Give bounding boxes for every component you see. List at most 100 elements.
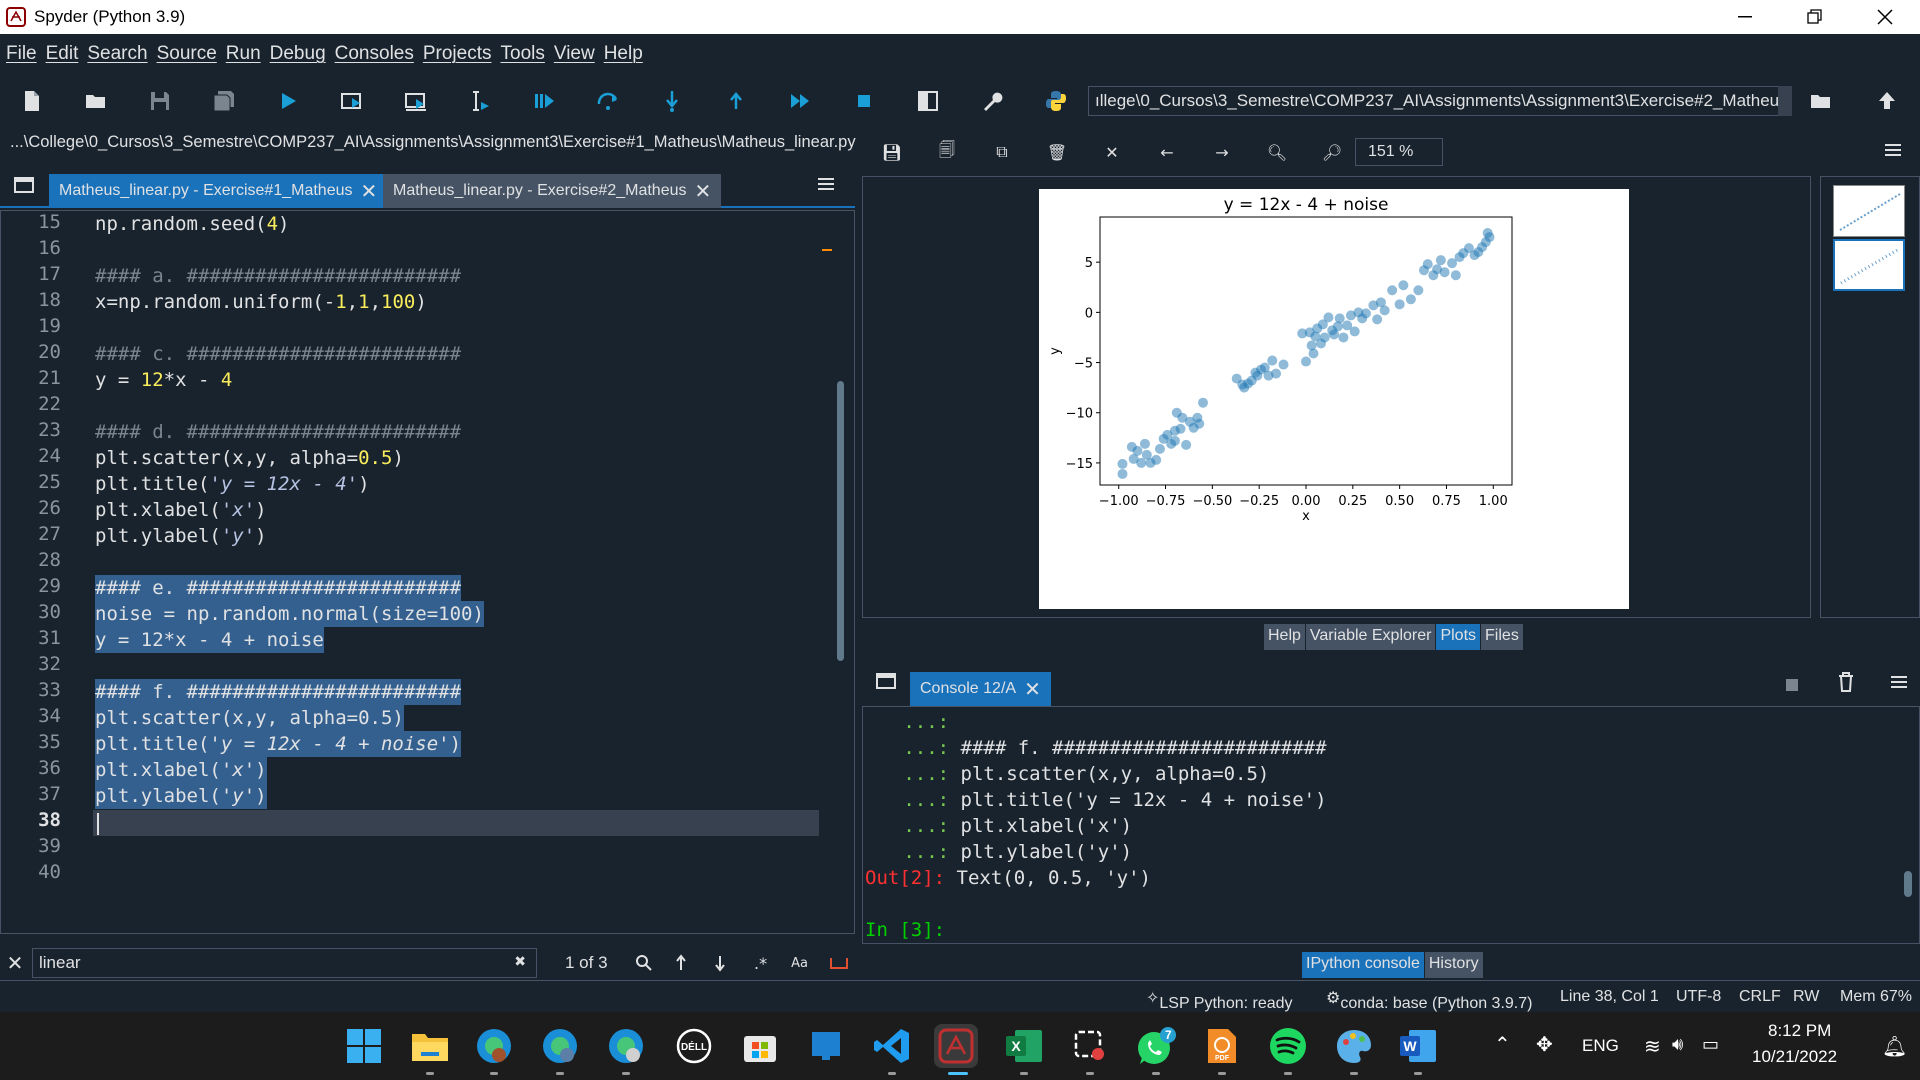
browse-tabs-icon[interactable] xyxy=(14,176,34,198)
volume-icon[interactable]: 🔊︎ xyxy=(1672,1034,1684,1054)
tab-matheus-linear-ex2[interactable]: Matheus_linear.py - Exercise#2_Matheus ✕ xyxy=(383,174,722,208)
find-input[interactable]: linear ✖ xyxy=(32,948,537,978)
tab-help[interactable]: Help xyxy=(1264,624,1305,650)
tab-history[interactable]: History xyxy=(1424,952,1483,978)
case-sensitive-toggle[interactable]: Aa xyxy=(791,955,808,971)
plot-thumbnail-1[interactable] xyxy=(1833,185,1905,237)
menu-edit[interactable]: Edit xyxy=(45,43,79,64)
close-tab-icon[interactable]: ✕ xyxy=(360,180,378,203)
menu-tools[interactable]: Tools xyxy=(500,43,545,64)
paint-icon[interactable] xyxy=(1332,1024,1376,1068)
editor-scrollbar[interactable] xyxy=(822,221,845,926)
menu-run[interactable]: Run xyxy=(225,43,261,64)
tab-ipython-console[interactable]: IPython console xyxy=(1302,952,1424,978)
scrollbar-thumb[interactable] xyxy=(837,381,844,661)
menu-source[interactable]: Source xyxy=(156,43,217,64)
edge-profile-3-icon[interactable] xyxy=(604,1024,648,1068)
clock-date[interactable]: 10/21/2022 xyxy=(1752,1047,1838,1066)
console-options-menu-icon[interactable] xyxy=(1890,674,1908,693)
scrollbar-thumb[interactable] xyxy=(1904,871,1912,897)
start-button[interactable] xyxy=(342,1024,386,1068)
show-hidden-icons-chevron-icon[interactable]: ⌃ xyxy=(1494,1034,1511,1056)
copy-plot-icon[interactable]: ⧉ xyxy=(996,142,1008,161)
clock-time[interactable]: 8:12 PM xyxy=(1768,1021,1832,1040)
menu-search[interactable]: Search xyxy=(87,43,148,64)
browse-folder-icon[interactable] xyxy=(1806,86,1836,116)
menu-view[interactable]: View xyxy=(553,43,595,64)
console-input-line[interactable]: In [3]: xyxy=(865,917,945,943)
pdf-app-icon[interactable]: PDF xyxy=(1200,1024,1244,1068)
menu-projects[interactable]: Projects xyxy=(422,43,492,64)
code-editor[interactable]: 15 16 17 18 19 20 21 22 23 24 25 26 27 28 29 30 31 32 33 34… xyxy=(0,210,855,934)
plots-options-menu-icon[interactable] xyxy=(1884,142,1902,161)
save-plot-icon[interactable]: 💾︎ xyxy=(881,142,903,162)
maximize-pane-icon[interactable] xyxy=(913,86,943,116)
dell-app-icon[interactable]: DÉLL xyxy=(672,1024,716,1068)
notifications-bell-icon[interactable]: 🔔︎ xyxy=(1882,1036,1908,1058)
continue-icon[interactable] xyxy=(785,86,815,116)
delete-plot-icon[interactable]: 🗑︎ xyxy=(1046,142,1068,162)
working-directory-dropdown[interactable] xyxy=(1778,86,1792,116)
tab-variable-explorer[interactable]: Variable Explorer xyxy=(1305,624,1436,650)
menu-file[interactable]: File xyxy=(6,43,37,64)
plot-thumbnail-2[interactable] xyxy=(1833,239,1905,291)
edge-profile-2-icon[interactable] xyxy=(538,1024,582,1068)
parent-directory-icon[interactable] xyxy=(1872,86,1902,116)
file-explorer-icon[interactable] xyxy=(408,1024,452,1068)
zoom-in-icon[interactable]: 🔍︎ xyxy=(1266,142,1288,162)
step-over-icon[interactable] xyxy=(593,86,623,116)
regex-icon[interactable]: .* xyxy=(754,953,768,973)
menu-consoles[interactable]: Consoles xyxy=(334,43,414,64)
menu-debug[interactable]: Debug xyxy=(269,43,326,64)
spyder-taskbar-icon[interactable] xyxy=(934,1024,978,1068)
open-file-icon[interactable] xyxy=(81,86,111,116)
remote-desktop-icon[interactable] xyxy=(804,1024,848,1068)
menu-help[interactable]: Help xyxy=(603,43,643,64)
close-tab-icon[interactable]: ✕ xyxy=(694,180,712,203)
run-cell-advance-icon[interactable] xyxy=(401,86,431,116)
edge-profile-1-icon[interactable] xyxy=(472,1024,516,1068)
new-file-icon[interactable] xyxy=(17,86,47,116)
restore-button[interactable] xyxy=(1780,0,1850,34)
search-icon[interactable] xyxy=(631,950,657,976)
tab-files[interactable]: Files xyxy=(1481,624,1523,650)
console-scrollbar[interactable] xyxy=(1903,711,1913,939)
zoom-out-icon[interactable]: 🔎︎ xyxy=(1321,142,1343,162)
close-find-icon[interactable]: ✕ xyxy=(6,951,24,975)
step-return-icon[interactable] xyxy=(721,86,751,116)
debug-icon[interactable] xyxy=(529,86,559,116)
stop-debug-icon[interactable] xyxy=(849,86,879,116)
battery-icon[interactable]: ▭ xyxy=(1702,1034,1720,1054)
editor-options-menu-icon[interactable] xyxy=(816,176,836,196)
code-text[interactable]: np.random.seed(4) #### a. ##############… xyxy=(93,211,821,933)
wifi-icon[interactable]: ≋ xyxy=(1644,1036,1661,1058)
save-icon[interactable] xyxy=(145,86,175,116)
whole-word-icon[interactable] xyxy=(826,950,852,976)
minimize-button[interactable] xyxy=(1710,0,1780,34)
next-plot-icon[interactable]: → xyxy=(1215,142,1229,162)
word-icon[interactable]: W xyxy=(1396,1024,1440,1068)
interrupt-kernel-icon[interactable] xyxy=(1786,676,1798,695)
step-into-icon[interactable] xyxy=(657,86,687,116)
dropbox-icon[interactable]: ✥ xyxy=(1536,1034,1553,1056)
microsoft-store-icon[interactable] xyxy=(738,1024,782,1068)
whatsapp-icon[interactable]: 7 xyxy=(1134,1024,1178,1068)
clear-console-icon[interactable] xyxy=(1838,672,1854,696)
close-tab-icon[interactable]: ✕ xyxy=(1024,678,1041,701)
working-directory-combo[interactable]: ıllege\0_Cursos\3_Semestre\COMP237_AI\As… xyxy=(1088,86,1790,116)
close-window-button[interactable] xyxy=(1850,0,1920,34)
clear-search-icon[interactable]: ✖ xyxy=(514,953,526,969)
run-icon[interactable] xyxy=(273,86,303,116)
ipython-console[interactable]: ...: ...: #### f. ######################… xyxy=(862,706,1920,944)
run-selection-icon[interactable] xyxy=(465,86,495,116)
snipping-tool-icon[interactable] xyxy=(1068,1024,1112,1068)
vscode-icon[interactable] xyxy=(870,1024,914,1068)
save-all-plots-icon[interactable]: 🗐︎ xyxy=(939,139,955,159)
preferences-wrench-icon[interactable] xyxy=(977,86,1007,116)
tab-plots[interactable]: Plots xyxy=(1436,624,1481,650)
spotify-icon[interactable] xyxy=(1266,1024,1310,1068)
find-previous-icon[interactable] xyxy=(670,950,696,976)
delete-all-plots-icon[interactable]: ✕ xyxy=(1105,142,1119,162)
tab-matheus-linear-ex1[interactable]: Matheus_linear.py - Exercise#1_Matheus ✕ xyxy=(49,174,388,208)
input-language[interactable]: ENG xyxy=(1582,1036,1619,1055)
